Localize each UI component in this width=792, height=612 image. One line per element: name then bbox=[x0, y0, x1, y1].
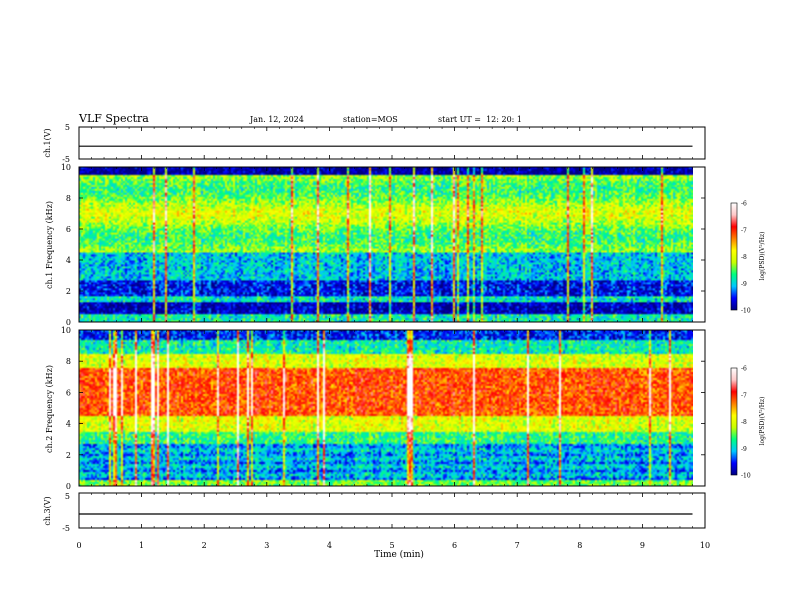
y-tick-label: 6 bbox=[66, 388, 71, 397]
date-label: Jan. 12, 2024 bbox=[249, 115, 304, 124]
ch3-ytick-top: 5 bbox=[65, 492, 70, 501]
ch1-colorbar-label: log(PSD)(V²/Hz) bbox=[759, 232, 766, 281]
ch1-spectrogram-panel: 0 2 4 6 8 10 ch.1 Frequency (kHz) -6 -7 -8 -9 -10… bbox=[45, 163, 766, 327]
ch3-waveform-frame bbox=[78, 492, 706, 529]
y-tick-label: 6 bbox=[66, 225, 71, 234]
colorbar-tick-label: -10 bbox=[741, 308, 751, 315]
x-axis-label: Time (min) bbox=[374, 549, 424, 560]
colorbar-tick-label: -7 bbox=[741, 392, 747, 399]
ch1-ytick-top: 5 bbox=[65, 123, 70, 132]
colorbar-tick-label: -8 bbox=[741, 419, 747, 426]
ch3-waveform-panel: 5 -5 ch.3(V) bbox=[43, 492, 706, 533]
x-tick-label: 1 bbox=[139, 541, 144, 550]
x-axis: 0 1 2 3 4 5 6 7 8 9 10 bbox=[76, 127, 710, 550]
ch3-ytick-bottom: -5 bbox=[62, 524, 70, 533]
ch1-colorbar bbox=[730, 202, 738, 311]
ch3-waveform-ylabel: ch.3(V) bbox=[43, 496, 52, 525]
ch1-waveform-frame bbox=[78, 126, 706, 160]
colorbar-tick-label: -6 bbox=[741, 366, 747, 373]
x-tick-label: 2 bbox=[202, 541, 207, 550]
colorbar-tick-label: -7 bbox=[741, 227, 747, 234]
x-tick-label: 7 bbox=[515, 541, 520, 550]
y-tick-label: 4 bbox=[66, 256, 71, 265]
colorbar-tick-label: -8 bbox=[741, 254, 747, 261]
y-tick-label: 8 bbox=[66, 357, 71, 366]
y-tick-label: 2 bbox=[66, 287, 71, 296]
colorbar-tick-label: -6 bbox=[741, 201, 747, 208]
ch2-spectrogram-image bbox=[79, 330, 693, 486]
ch2-colorbar-label: log(PSD)(V²/Hz) bbox=[759, 397, 766, 446]
colorbar-tick-label: -10 bbox=[741, 473, 751, 480]
ch1-waveform-ylabel: ch.1(V) bbox=[43, 128, 52, 157]
ch2-spectrogram-ylabel: ch.2 Frequency (kHz) bbox=[45, 365, 54, 453]
ch1-spectrogram-ylabel: ch.1 Frequency (kHz) bbox=[45, 201, 54, 289]
figure-title: VLF Spectra bbox=[78, 112, 149, 125]
y-tick-label: 10 bbox=[61, 326, 71, 335]
ch2-spectrogram-panel: 0 2 4 6 8 10 ch.2 Frequency (kHz) -6 -7 -8 -9 -10… bbox=[45, 326, 766, 491]
colorbar-tick-label: -9 bbox=[741, 446, 747, 453]
x-tick-label: 3 bbox=[264, 541, 269, 550]
x-tick-label: 5 bbox=[389, 541, 394, 550]
y-tick-label: 0 bbox=[66, 318, 71, 327]
y-tick-label: 8 bbox=[66, 194, 71, 203]
x-tick-label: 10 bbox=[700, 541, 710, 550]
y-tick-label: 10 bbox=[61, 163, 71, 172]
ch2-colorbar bbox=[730, 367, 738, 476]
station-label: station=MOS bbox=[343, 115, 398, 124]
x-tick-label: 4 bbox=[327, 541, 332, 550]
y-tick-label: 0 bbox=[66, 482, 71, 491]
ch1-waveform-panel: 5 -5 ch.1(V) bbox=[43, 123, 706, 164]
x-tick-label: 8 bbox=[577, 541, 582, 550]
y-tick-label: 2 bbox=[66, 451, 71, 460]
x-tick-label: 0 bbox=[76, 541, 81, 550]
y-tick-label: 4 bbox=[66, 420, 71, 429]
colorbar-tick-label: -9 bbox=[741, 281, 747, 288]
x-tick-label: 9 bbox=[640, 541, 645, 550]
x-tick-label: 6 bbox=[452, 541, 457, 550]
start-ut-label: start UT = 12: 20: 1 bbox=[438, 115, 522, 124]
ch1-ytick-bottom: -5 bbox=[62, 155, 70, 164]
ch1-spectrogram-image bbox=[79, 167, 693, 322]
